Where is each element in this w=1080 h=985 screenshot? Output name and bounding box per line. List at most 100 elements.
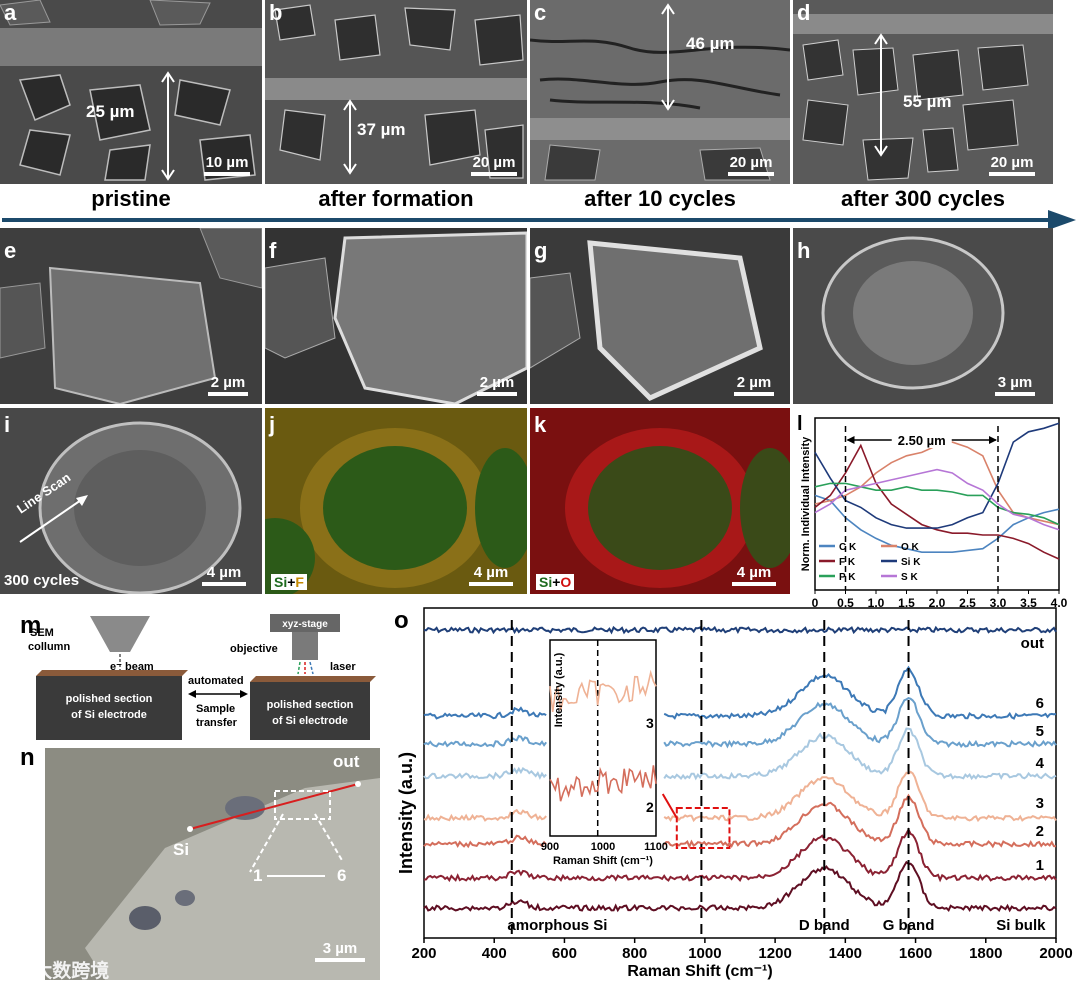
panel-label-g: g	[534, 238, 548, 263]
copper-foil-band	[265, 78, 527, 100]
scale-bar-j: 4 µm	[469, 564, 513, 586]
x-tick-label-l: 2.5	[959, 596, 976, 610]
inset-x-tick-label: 1000	[591, 841, 615, 853]
x-tick-label-l: 2.0	[929, 596, 946, 610]
span-arrow-head-left	[846, 436, 855, 444]
scale-bar-d: 20 µm	[989, 154, 1035, 176]
scale-label-a: 10 µm	[205, 154, 249, 171]
y-axis-label-o: Intensity (a.u.)	[396, 752, 416, 874]
scale-bar-h: 3 µm	[995, 374, 1035, 396]
scale-label-g: 2 µm	[736, 374, 772, 391]
scale-label-c: 20 µm	[729, 154, 773, 171]
series-line-si-k	[814, 422, 1060, 529]
sem-panel-b: b 37 µm 20 µm	[265, 0, 527, 184]
scale-bar-k: 4 µm	[732, 564, 776, 586]
scale-label-i: 4 µm	[206, 564, 242, 581]
inset-x-tick-label: 900	[541, 841, 559, 853]
scale-label-d: 20 µm	[990, 154, 1034, 171]
transfer-arrow-head-left	[188, 690, 196, 698]
sem-texture-f	[265, 228, 527, 404]
x-tick-label-o: 400	[482, 945, 507, 962]
scale-bar-a: 10 µm	[204, 154, 250, 176]
legend-label-si-k: Si K	[901, 557, 921, 568]
inset-frame	[549, 639, 657, 837]
watermark-text: 大数跨境	[45, 961, 110, 980]
x-tick-label-o: 800	[622, 945, 647, 962]
copper-foil-band	[793, 14, 1053, 34]
scale-bar-f: 2 µm	[477, 374, 517, 396]
scale-label-h: 3 µm	[997, 374, 1033, 391]
x-tick-label-l: 0	[812, 596, 819, 610]
plot-frame-o	[423, 607, 1057, 939]
sem-panel-c: c 46 µm 20 µm	[530, 0, 790, 184]
sem-panel-g: g 2 µm	[530, 228, 790, 404]
line-scan-arrow	[19, 495, 88, 543]
stage-label-10-cycles: after 10 cycles	[584, 186, 736, 211]
sem-panel-a: a 25 µm 10 µm	[0, 0, 262, 184]
sem-panel-e: e 2 µm	[0, 228, 262, 404]
inset-trace-3	[549, 669, 657, 713]
x-tick-label-o: 600	[552, 945, 577, 962]
point-label-6: 6	[337, 866, 347, 885]
thickness-arrow-d	[874, 33, 888, 157]
series-line-p-k	[814, 482, 1060, 526]
panel-label-b: b	[269, 0, 283, 25]
sample-block-left-top	[36, 670, 188, 676]
legend-plus: +	[552, 574, 561, 590]
panel-label-l: l	[797, 413, 803, 435]
panel-label-d: d	[797, 0, 811, 25]
scale-bar-e: 2 µm	[208, 374, 248, 396]
x-tick-label-o: 200	[411, 945, 436, 962]
panel-label-j: j	[269, 412, 276, 437]
watermark: ◎ 大数跨境	[45, 956, 109, 980]
span-label: 2.50 µm	[898, 433, 946, 448]
block-left-label: polished section	[66, 693, 153, 705]
raman-trace-6	[423, 665, 1057, 720]
trace-label-5: 5	[1036, 723, 1044, 740]
annotation-3: Si bulk	[996, 917, 1046, 934]
panel-label-o: o	[394, 607, 409, 634]
zoom-connector	[661, 793, 678, 819]
inset-y-axis-label: Intensity (a.u.)	[553, 652, 565, 727]
transfer-label: Sample	[196, 703, 235, 715]
panel-label-n: n	[20, 744, 35, 771]
x-tick-label-o: 1000	[688, 945, 721, 962]
scale-label-k: 4 µm	[736, 564, 772, 581]
copper-foil-band	[0, 28, 262, 66]
optical-texture	[45, 748, 380, 980]
raman-trace-3	[423, 770, 1057, 823]
panel-label-f: f	[269, 238, 277, 263]
x-tick-label-o: 1200	[758, 945, 791, 962]
sem-texture-a	[0, 0, 262, 184]
block-left-label-2: of Si electrode	[71, 709, 147, 721]
panel-label-a: a	[4, 0, 17, 25]
scale-bar-b: 20 µm	[471, 154, 517, 176]
scale-label-n: 3 µm	[322, 940, 358, 957]
objective-label: objective	[230, 643, 278, 655]
si-particle	[333, 231, 527, 404]
scale-label-j: 4 µm	[473, 564, 509, 581]
span-label-bg	[891, 432, 952, 448]
panel-label-h: h	[797, 238, 811, 263]
raman-trace-1	[423, 827, 1057, 883]
sem-column-icon	[90, 616, 150, 652]
laser-label: laser	[330, 661, 356, 673]
x-tick-label-l: 1.0	[868, 596, 885, 610]
legend-label-p-k: P K	[839, 572, 856, 583]
sem-texture-c	[530, 0, 790, 184]
sem-texture-g	[530, 228, 790, 404]
return-line	[309, 661, 314, 675]
scale-label-b: 20 µm	[472, 154, 516, 171]
scale-bar-n: 3 µm	[315, 940, 365, 962]
panel-label-e: e	[4, 238, 17, 263]
sem-panel-f: f 2 µm	[265, 228, 527, 404]
x-tick-label-l: 3.0	[990, 596, 1007, 610]
objective-icon	[292, 632, 318, 660]
cycles-note: 300 cycles	[4, 572, 80, 589]
si-particle-core	[853, 261, 973, 365]
thickness-label-a: 25 µm	[86, 102, 135, 121]
thickness-arrow-a	[161, 71, 175, 181]
raman-trace-2	[423, 793, 1057, 850]
eds-texture-k	[530, 408, 790, 594]
scale-label-e: 2 µm	[210, 374, 246, 391]
